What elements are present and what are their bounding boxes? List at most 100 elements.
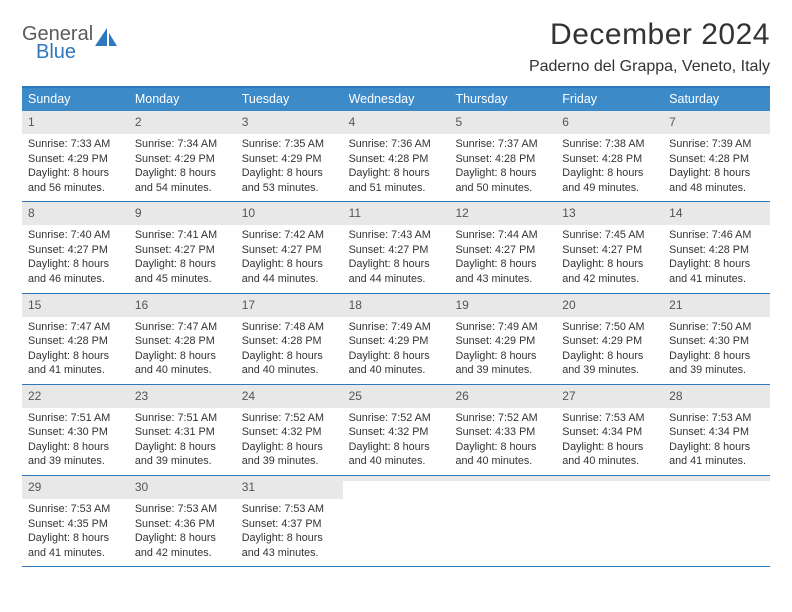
daylight-text-1: Daylight: 8 hours xyxy=(562,257,657,272)
day-number-row: 22 xyxy=(22,385,129,408)
week-row: 1Sunrise: 7:33 AMSunset: 4:29 PMDaylight… xyxy=(22,111,770,202)
day-cell: 21Sunrise: 7:50 AMSunset: 4:30 PMDayligh… xyxy=(663,294,770,384)
daylight-text-2: and 54 minutes. xyxy=(135,181,230,196)
sunset-text: Sunset: 4:28 PM xyxy=(135,334,230,349)
daylight-text-1: Daylight: 8 hours xyxy=(669,166,764,181)
sunset-text: Sunset: 4:32 PM xyxy=(242,425,337,440)
sunrise-text: Sunrise: 7:39 AM xyxy=(669,137,764,152)
day-cell: 11Sunrise: 7:43 AMSunset: 4:27 PMDayligh… xyxy=(343,202,450,292)
weekday-header-cell: Wednesday xyxy=(343,88,450,111)
sunset-text: Sunset: 4:31 PM xyxy=(135,425,230,440)
location-subtitle: Paderno del Grappa, Veneto, Italy xyxy=(529,58,770,76)
day-body: Sunrise: 7:52 AMSunset: 4:33 PMDaylight:… xyxy=(449,408,556,475)
day-number: 8 xyxy=(28,206,35,220)
daylight-text-2: and 40 minutes. xyxy=(349,454,444,469)
day-body: Sunrise: 7:47 AMSunset: 4:28 PMDaylight:… xyxy=(22,317,129,384)
sunrise-text: Sunrise: 7:45 AM xyxy=(562,228,657,243)
sunrise-text: Sunrise: 7:48 AM xyxy=(242,320,337,335)
day-cell: 31Sunrise: 7:53 AMSunset: 4:37 PMDayligh… xyxy=(236,476,343,566)
sunrise-text: Sunrise: 7:41 AM xyxy=(135,228,230,243)
day-cell: 14Sunrise: 7:46 AMSunset: 4:28 PMDayligh… xyxy=(663,202,770,292)
daylight-text-2: and 43 minutes. xyxy=(242,546,337,561)
daylight-text-2: and 46 minutes. xyxy=(28,272,123,287)
day-body: Sunrise: 7:39 AMSunset: 4:28 PMDaylight:… xyxy=(663,134,770,201)
logo: General Blue xyxy=(22,18,119,62)
sunrise-text: Sunrise: 7:42 AM xyxy=(242,228,337,243)
day-number-row: 13 xyxy=(556,202,663,225)
daylight-text-2: and 42 minutes. xyxy=(135,546,230,561)
sunrise-text: Sunrise: 7:47 AM xyxy=(28,320,123,335)
day-number-row: 10 xyxy=(236,202,343,225)
daylight-text-1: Daylight: 8 hours xyxy=(669,349,764,364)
day-body: Sunrise: 7:41 AMSunset: 4:27 PMDaylight:… xyxy=(129,225,236,292)
sunrise-text: Sunrise: 7:52 AM xyxy=(242,411,337,426)
sunrise-text: Sunrise: 7:38 AM xyxy=(562,137,657,152)
day-cell: 28Sunrise: 7:53 AMSunset: 4:34 PMDayligh… xyxy=(663,385,770,475)
day-cell: 3Sunrise: 7:35 AMSunset: 4:29 PMDaylight… xyxy=(236,111,343,201)
sunset-text: Sunset: 4:34 PM xyxy=(669,425,764,440)
day-number: 11 xyxy=(349,206,361,220)
day-number-row: 24 xyxy=(236,385,343,408)
daylight-text-2: and 39 minutes. xyxy=(669,363,764,378)
day-cell: 1Sunrise: 7:33 AMSunset: 4:29 PMDaylight… xyxy=(22,111,129,201)
sunset-text: Sunset: 4:32 PM xyxy=(349,425,444,440)
sunrise-text: Sunrise: 7:49 AM xyxy=(455,320,550,335)
day-number-row: 6 xyxy=(556,111,663,134)
daylight-text-2: and 39 minutes. xyxy=(28,454,123,469)
daylight-text-2: and 41 minutes. xyxy=(28,546,123,561)
sunset-text: Sunset: 4:28 PM xyxy=(669,152,764,167)
daylight-text-2: and 44 minutes. xyxy=(242,272,337,287)
sunset-text: Sunset: 4:27 PM xyxy=(135,243,230,258)
day-number: 17 xyxy=(242,298,255,312)
sunset-text: Sunset: 4:28 PM xyxy=(349,152,444,167)
day-cell: 19Sunrise: 7:49 AMSunset: 4:29 PMDayligh… xyxy=(449,294,556,384)
logo-sail-icon xyxy=(95,24,119,53)
day-cell-empty xyxy=(449,476,556,566)
day-cell: 17Sunrise: 7:48 AMSunset: 4:28 PMDayligh… xyxy=(236,294,343,384)
week-row: 8Sunrise: 7:40 AMSunset: 4:27 PMDaylight… xyxy=(22,202,770,293)
sunset-text: Sunset: 4:37 PM xyxy=(242,517,337,532)
daylight-text-1: Daylight: 8 hours xyxy=(455,257,550,272)
day-number: 1 xyxy=(28,115,35,129)
sunrise-text: Sunrise: 7:52 AM xyxy=(349,411,444,426)
day-cell: 5Sunrise: 7:37 AMSunset: 4:28 PMDaylight… xyxy=(449,111,556,201)
day-cell: 13Sunrise: 7:45 AMSunset: 4:27 PMDayligh… xyxy=(556,202,663,292)
calendar-grid: SundayMondayTuesdayWednesdayThursdayFrid… xyxy=(22,86,770,567)
day-cell: 23Sunrise: 7:51 AMSunset: 4:31 PMDayligh… xyxy=(129,385,236,475)
daylight-text-2: and 39 minutes. xyxy=(242,454,337,469)
daylight-text-1: Daylight: 8 hours xyxy=(135,257,230,272)
daylight-text-2: and 40 minutes. xyxy=(349,363,444,378)
day-cell: 16Sunrise: 7:47 AMSunset: 4:28 PMDayligh… xyxy=(129,294,236,384)
day-number-row: 20 xyxy=(556,294,663,317)
sunrise-text: Sunrise: 7:33 AM xyxy=(28,137,123,152)
sunrise-text: Sunrise: 7:50 AM xyxy=(669,320,764,335)
sunrise-text: Sunrise: 7:52 AM xyxy=(455,411,550,426)
daylight-text-1: Daylight: 8 hours xyxy=(669,257,764,272)
day-number-row: 23 xyxy=(129,385,236,408)
daylight-text-1: Daylight: 8 hours xyxy=(349,349,444,364)
daylight-text-2: and 41 minutes. xyxy=(669,272,764,287)
daylight-text-1: Daylight: 8 hours xyxy=(135,349,230,364)
daylight-text-1: Daylight: 8 hours xyxy=(455,349,550,364)
daylight-text-2: and 39 minutes. xyxy=(455,363,550,378)
daylight-text-1: Daylight: 8 hours xyxy=(28,166,123,181)
day-number: 7 xyxy=(669,115,676,129)
day-body: Sunrise: 7:52 AMSunset: 4:32 PMDaylight:… xyxy=(343,408,450,475)
day-body xyxy=(449,481,556,490)
weekday-header-cell: Thursday xyxy=(449,88,556,111)
sunset-text: Sunset: 4:35 PM xyxy=(28,517,123,532)
daylight-text-2: and 53 minutes. xyxy=(242,181,337,196)
sunrise-text: Sunrise: 7:37 AM xyxy=(455,137,550,152)
day-body xyxy=(343,481,450,490)
day-number-row: 26 xyxy=(449,385,556,408)
daylight-text-2: and 48 minutes. xyxy=(669,181,764,196)
sunrise-text: Sunrise: 7:53 AM xyxy=(669,411,764,426)
sunrise-text: Sunrise: 7:47 AM xyxy=(135,320,230,335)
day-number: 18 xyxy=(349,298,362,312)
day-body: Sunrise: 7:52 AMSunset: 4:32 PMDaylight:… xyxy=(236,408,343,475)
day-number-row: 14 xyxy=(663,202,770,225)
daylight-text-1: Daylight: 8 hours xyxy=(28,440,123,455)
day-cell: 2Sunrise: 7:34 AMSunset: 4:29 PMDaylight… xyxy=(129,111,236,201)
day-number: 28 xyxy=(669,389,682,403)
day-cell-empty xyxy=(556,476,663,566)
